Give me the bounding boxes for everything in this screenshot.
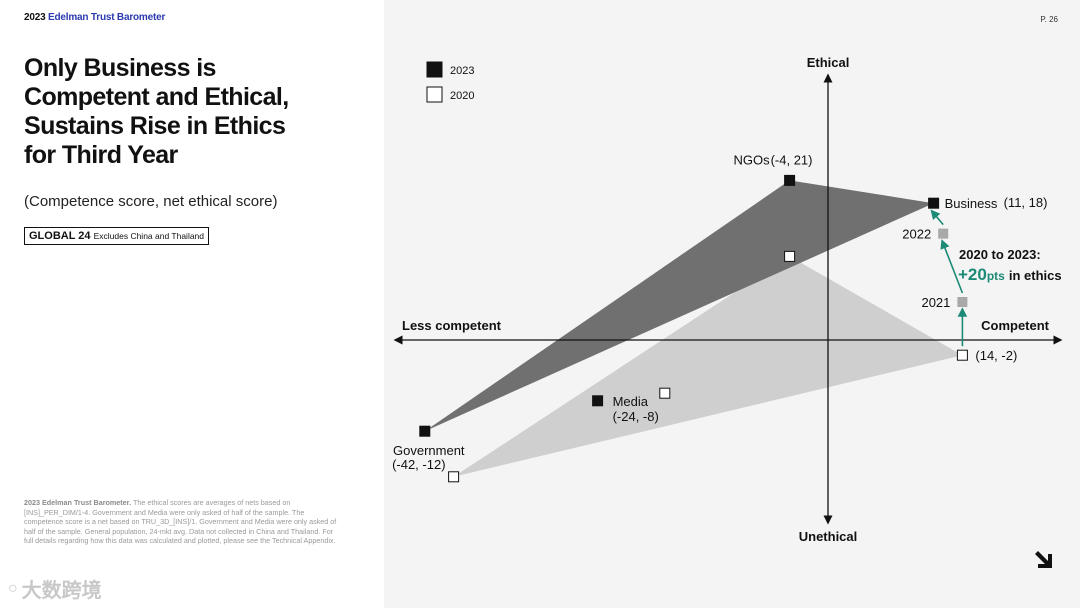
label-government-coords: (-42, -12): [392, 457, 445, 472]
next-arrow-icon[interactable]: [1034, 548, 1058, 572]
watermark: ○ 大数跨境: [8, 574, 102, 603]
marker-media-2023: [592, 395, 604, 407]
title-line: Sustains Rise in Ethics: [24, 112, 286, 140]
legend-swatch-2023: [426, 61, 443, 78]
label-ngos-coords: (-4, 21): [771, 152, 813, 167]
label-ngos: NGOs: [733, 152, 770, 167]
footnote-heading: 2023 Edelman Trust Barometer.: [24, 498, 132, 507]
annotation-suffix: in ethics: [1009, 268, 1062, 283]
axis-label-less-competent: Less competent: [402, 318, 502, 333]
label-business-2020-coords: (14, -2): [975, 348, 1017, 363]
annotation-unit: pts: [987, 269, 1005, 283]
label-business: Business: [945, 196, 998, 211]
trend-point-2022: [938, 228, 949, 239]
page-subtitle: (Competence score, net ethical score): [24, 193, 278, 210]
title-line: Competent and Ethical,: [24, 83, 289, 111]
watermark-logo-icon: ○: [8, 579, 18, 597]
trend-label-2022: 2022: [902, 227, 931, 242]
trend-label-2021: 2021: [921, 295, 950, 310]
annotation-line1: 2020 to 2023:: [959, 247, 1041, 262]
marker-media-2020: [659, 387, 671, 399]
area-2023: [424, 180, 934, 432]
watermark-text: 大数跨境: [21, 580, 102, 602]
brand-logo: 2023 Edelman Trust Barometer: [24, 12, 165, 23]
marker-business-2020: [956, 349, 968, 361]
quadrant-chart: Ethical Unethical Less competent Competent 2…: [392, 55, 1063, 544]
marker-ngos-2023: [784, 174, 796, 186]
label-media-coords: (-24, -8): [613, 409, 659, 424]
brand-year: 2023: [24, 12, 46, 23]
marker-ngos-2020: [784, 250, 796, 262]
legend-label-2023: 2023: [450, 65, 474, 77]
axis-label-ethical: Ethical: [807, 55, 850, 70]
region-global: GLOBAL 24: [29, 230, 91, 242]
annotation-value: +20: [958, 265, 987, 284]
area-2020: [453, 256, 963, 477]
label-media: Media: [613, 394, 649, 409]
legend-swatch-2020: [426, 86, 443, 103]
footnote-body: The ethical scores are averages of nets …: [24, 498, 337, 546]
trend-point-2021: [957, 297, 968, 307]
title-line: Only Business is: [24, 54, 216, 82]
region-badge: GLOBAL 24 Excludes China and Thailand: [24, 227, 210, 245]
trend-arrow: [930, 209, 944, 226]
page-title: Only Business is Competent and Ethical, …: [24, 54, 354, 170]
label-business-coords: (11, 18): [1004, 195, 1048, 210]
marker-business-2023: [928, 197, 940, 209]
left-panel: 2023 Edelman Trust Barometer Only Busine…: [0, 0, 384, 608]
brand-name: Edelman Trust Barometer: [48, 12, 166, 23]
title-line: for Third Year: [24, 141, 178, 169]
footnote: 2023 Edelman Trust Barometer. The ethica…: [24, 498, 342, 546]
region-note: Excludes China and Thailand: [93, 231, 205, 241]
page-number: P. 26: [1040, 15, 1058, 24]
marker-government-2023: [419, 425, 431, 437]
annotation-line2: +20pts in ethics: [958, 265, 1062, 284]
trend-arrow: [940, 239, 964, 294]
marker-government-2020: [448, 471, 460, 483]
axis-label-competent: Competent: [981, 318, 1050, 333]
legend-label-2020: 2020: [450, 90, 474, 102]
axis-label-unethical: Unethical: [799, 529, 858, 544]
label-government: Government: [393, 443, 465, 458]
